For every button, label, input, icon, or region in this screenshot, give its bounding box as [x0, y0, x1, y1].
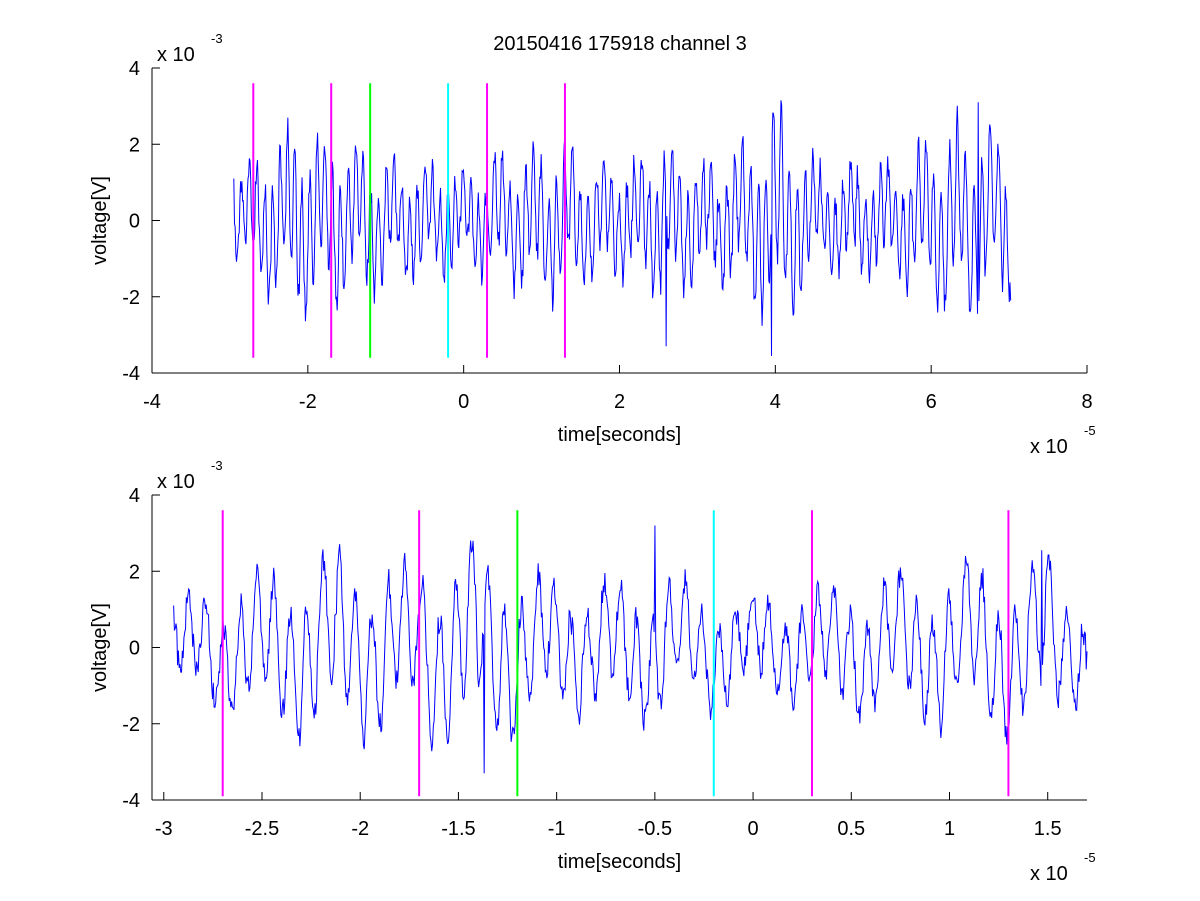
x-tick-label: -2.5 — [245, 818, 279, 840]
y-tick-label: -2 — [122, 714, 140, 736]
x-tick-label: 8 — [1081, 391, 1092, 413]
x-axis-label: time[seconds] — [558, 851, 681, 873]
y-exponent-label: -3 — [211, 31, 223, 46]
y-tick-label: -2 — [122, 287, 140, 309]
y-tick-label: 4 — [129, 58, 140, 80]
y-tick-label: 2 — [129, 134, 140, 156]
y-tick-label: 0 — [129, 638, 140, 660]
x-tick-label: 0 — [748, 818, 759, 840]
axes-layer: -4 -2 0 2 4 -4 -2 0 2 4 6 8 time[seconds] voltage[V] x… — [89, 31, 1096, 885]
x-tick-label: 6 — [926, 391, 937, 413]
x-tick-label: 1.5 — [1034, 818, 1062, 840]
axes-panel-1: -4 -2 0 2 4 -4 -2 0 2 4 6 8 time[seconds] voltage[V] x… — [89, 31, 1096, 458]
axes-panel-2: -4 -2 0 2 4 -3 -2.5 -2 -1.5 -1 -0.5 0 0.5 1 1.5 time[se… — [89, 458, 1096, 885]
y-tick-label: 2 — [129, 561, 140, 583]
x-tick-label: 2 — [614, 391, 625, 413]
y-tick-label: 0 — [129, 211, 140, 233]
y-tick-label: -4 — [122, 363, 140, 385]
y-tick-label: -4 — [122, 790, 140, 812]
x-tick-label: 1 — [944, 818, 955, 840]
y-multiplier-label: x 10 — [157, 44, 195, 66]
x-tick-label: -2 — [299, 391, 317, 413]
x-tick-label: -1 — [548, 818, 566, 840]
x-tick-label: -4 — [143, 391, 161, 413]
figure-title: 20150416 175918 channel 3 — [493, 33, 747, 55]
y-multiplier-label: x 10 — [157, 471, 195, 493]
x-tick-label: 4 — [770, 391, 781, 413]
y-axis-label: voltage[V] — [89, 176, 111, 265]
x-tick-label: 0 — [458, 391, 469, 413]
y-axis-label: voltage[V] — [89, 603, 111, 692]
x-tick-label: -2 — [351, 818, 369, 840]
x-exponent-label: -5 — [1084, 850, 1096, 865]
y-tick-label: 4 — [129, 485, 140, 507]
x-multiplier-label: x 10 — [1030, 863, 1068, 885]
x-tick-label: -0.5 — [638, 818, 672, 840]
signal-trace — [233, 100, 1012, 356]
x-axis-label: time[seconds] — [558, 424, 681, 446]
x-tick-label: -1.5 — [441, 818, 475, 840]
y-exponent-label: -3 — [211, 458, 223, 473]
x-tick-label: 0.5 — [837, 818, 865, 840]
x-tick-label: -3 — [155, 818, 173, 840]
x-exponent-label: -5 — [1084, 423, 1096, 438]
x-multiplier-label: x 10 — [1030, 436, 1068, 458]
signal-trace — [173, 525, 1088, 774]
